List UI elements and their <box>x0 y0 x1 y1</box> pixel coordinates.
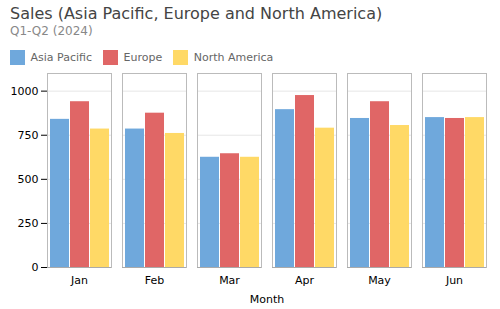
html-text:Europe: Europe <box>123 51 163 64</box>
svg-text:0: 0 <box>32 261 39 274</box>
svg-text:Month: Month <box>250 293 285 306</box>
svg-text:Apr: Apr <box>295 274 315 287</box>
html-text:Asia Pacific: Asia Pacific <box>30 51 92 64</box>
html-text:Sales (Asia Pacific, Europe an: Sales (Asia Pacific, Europe and North Am… <box>10 4 383 23</box>
svg-text:250: 250 <box>18 217 39 230</box>
svg-text:500: 500 <box>18 173 39 186</box>
svg-text:1000: 1000 <box>11 85 39 98</box>
svg-text:750: 750 <box>18 129 39 142</box>
svg-text:Feb: Feb <box>145 274 164 287</box>
svg-text:Mar: Mar <box>219 274 240 287</box>
html-text:Q1-Q2 (2024): Q1-Q2 (2024) <box>10 24 93 38</box>
svg-text:May: May <box>368 274 391 287</box>
svg-text:Jan: Jan <box>70 274 88 287</box>
html-text:North America: North America <box>193 51 274 64</box>
svg-text:Jun: Jun <box>445 274 463 287</box>
